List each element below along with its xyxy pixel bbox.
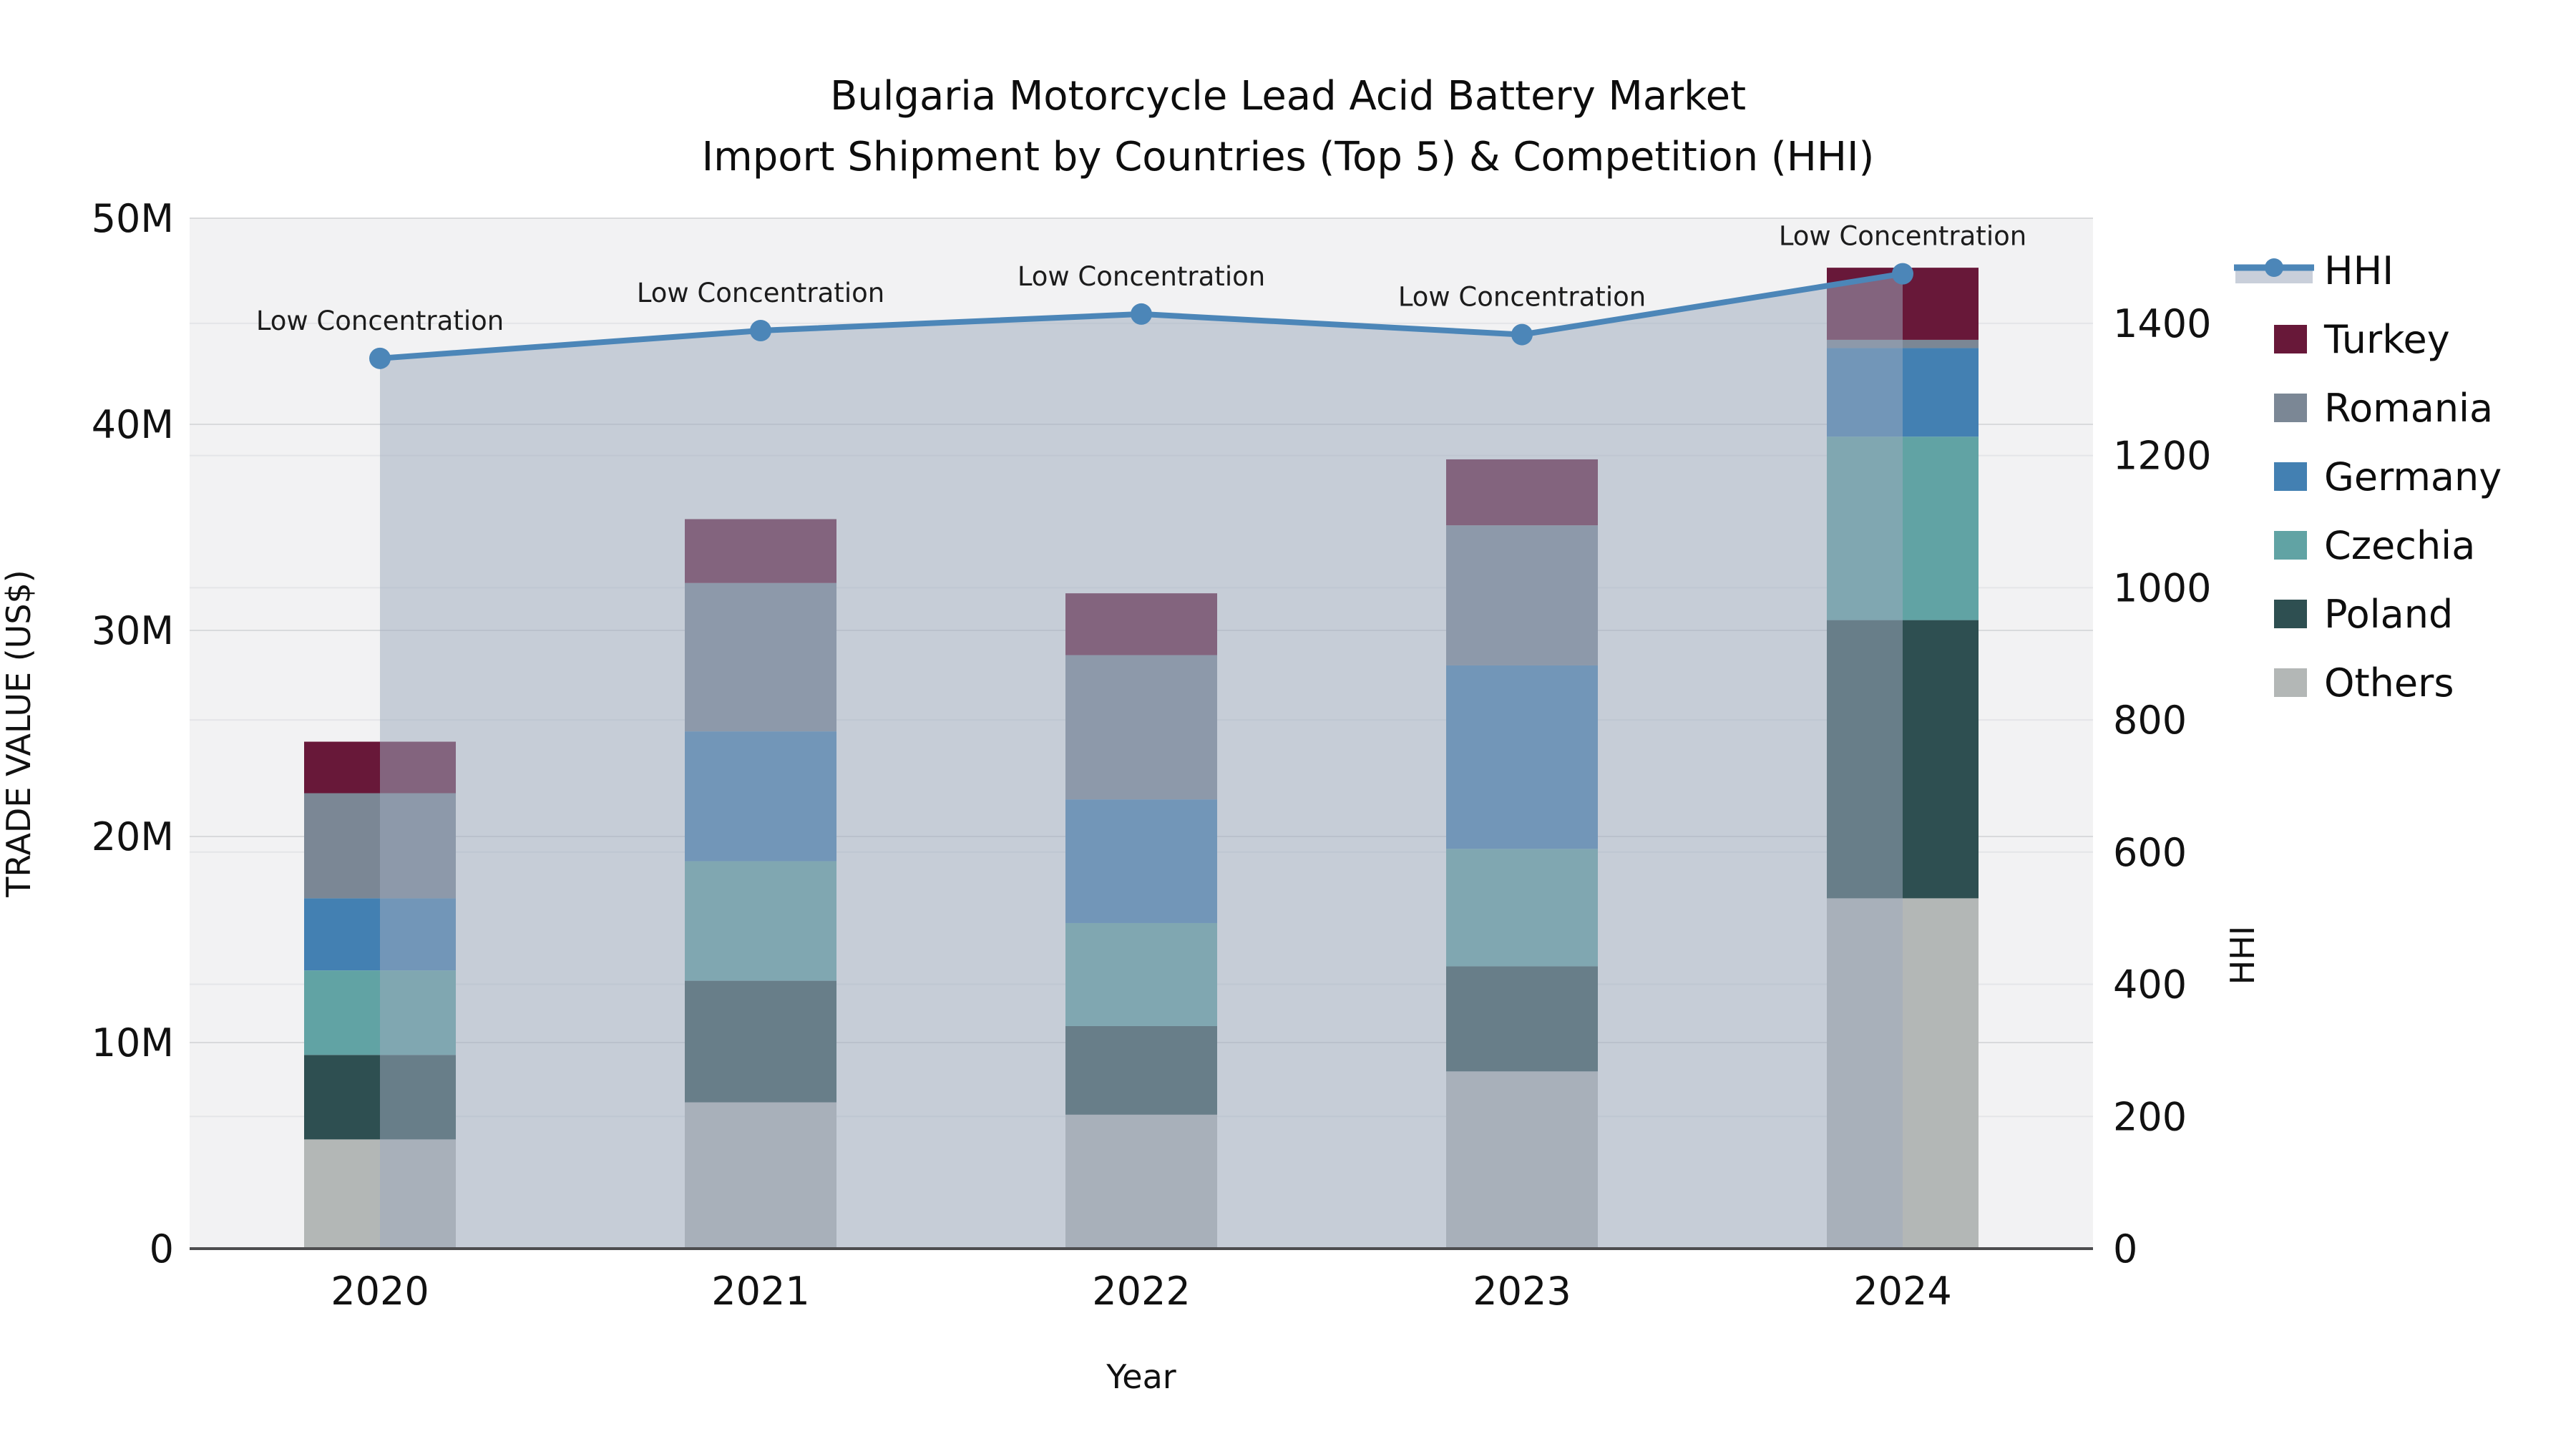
x-tick-label: 2021 xyxy=(711,1269,809,1314)
romania-swatch-icon xyxy=(2274,394,2307,422)
hhi-area-fill xyxy=(380,273,1903,1249)
legend: HHI Turkey Romania Germany Czechia Polan… xyxy=(2234,236,2502,717)
legend-item-czechia[interactable]: Czechia xyxy=(2274,511,2502,580)
chart-title: Bulgaria Motorcycle Lead Acid Battery Ma… xyxy=(0,66,2576,187)
x-axis-title: Year xyxy=(1106,1357,1176,1396)
legend-label: Romania xyxy=(2324,385,2494,431)
y-right-tick-label: 1400 xyxy=(2113,301,2211,346)
hhi-marker-2021[interactable] xyxy=(750,320,771,342)
y-right-axis-title: HHI xyxy=(2223,926,2262,985)
legend-item-others[interactable]: Others xyxy=(2274,648,2502,717)
annotation-2021: Low Concentration xyxy=(637,278,884,308)
y-right-tick-label: 1200 xyxy=(2113,434,2211,479)
x-tick-label: 2023 xyxy=(1473,1269,1571,1314)
hhi-marker-2024[interactable] xyxy=(1892,263,1913,285)
chart-title-line2: Import Shipment by Countries (Top 5) & C… xyxy=(701,134,1875,181)
legend-label: Others xyxy=(2324,660,2454,706)
y-left-tick-label: 40M xyxy=(92,402,174,447)
annotation-2023: Low Concentration xyxy=(1398,282,1646,313)
legend-item-hhi[interactable]: HHI xyxy=(2234,236,2502,305)
y-left-axis-title: TRADE VALUE (US$) xyxy=(0,570,38,897)
x-tick-label: 2024 xyxy=(1853,1269,1951,1314)
annotation-2024: Low Concentration xyxy=(1779,221,2026,252)
y-left-tick-label: 0 xyxy=(150,1226,174,1272)
annotation-2020: Low Concentration xyxy=(256,306,504,336)
legend-label: Germany xyxy=(2324,454,2502,499)
legend-label: Turkey xyxy=(2324,316,2450,362)
poland-swatch-icon xyxy=(2274,600,2307,628)
y-right-tick-label: 600 xyxy=(2113,830,2187,875)
y-right-tick-label: 1000 xyxy=(2113,565,2211,610)
y-right-tick-label: 0 xyxy=(2113,1226,2137,1272)
legend-item-romania[interactable]: Romania xyxy=(2274,374,2502,442)
hhi-marker-2023[interactable] xyxy=(1511,323,1533,346)
legend-label: Poland xyxy=(2324,591,2454,637)
x-tick-label: 2022 xyxy=(1092,1269,1190,1314)
legend-label: HHI xyxy=(2324,248,2394,293)
legend-item-germany[interactable]: Germany xyxy=(2274,442,2502,511)
annotation-2022: Low Concentration xyxy=(1018,261,1265,292)
y-left-tick-label: 30M xyxy=(92,608,174,653)
x-tick-label: 2020 xyxy=(331,1269,429,1314)
others-swatch-icon xyxy=(2274,668,2307,697)
legend-item-turkey[interactable]: Turkey xyxy=(2274,305,2502,374)
y-right-tick-label: 200 xyxy=(2113,1094,2187,1139)
y-right-tick-label: 800 xyxy=(2113,698,2187,743)
czechia-swatch-icon xyxy=(2274,531,2307,560)
chart-title-line1: Bulgaria Motorcycle Lead Acid Battery Ma… xyxy=(829,73,1747,119)
y-right-tick-label: 400 xyxy=(2113,962,2187,1008)
germany-swatch-icon xyxy=(2274,462,2307,491)
legend-item-poland[interactable]: Poland xyxy=(2274,580,2502,648)
hhi-marker-2022[interactable] xyxy=(1131,303,1152,325)
turkey-swatch-icon xyxy=(2274,325,2307,353)
y-left-tick-label: 50M xyxy=(92,196,174,241)
legend-label: Czechia xyxy=(2324,522,2476,568)
hhi-line-icon xyxy=(2234,252,2314,289)
hhi-marker-2020[interactable] xyxy=(369,347,391,369)
y-left-tick-label: 20M xyxy=(92,814,174,859)
y-left-tick-label: 10M xyxy=(92,1020,174,1065)
